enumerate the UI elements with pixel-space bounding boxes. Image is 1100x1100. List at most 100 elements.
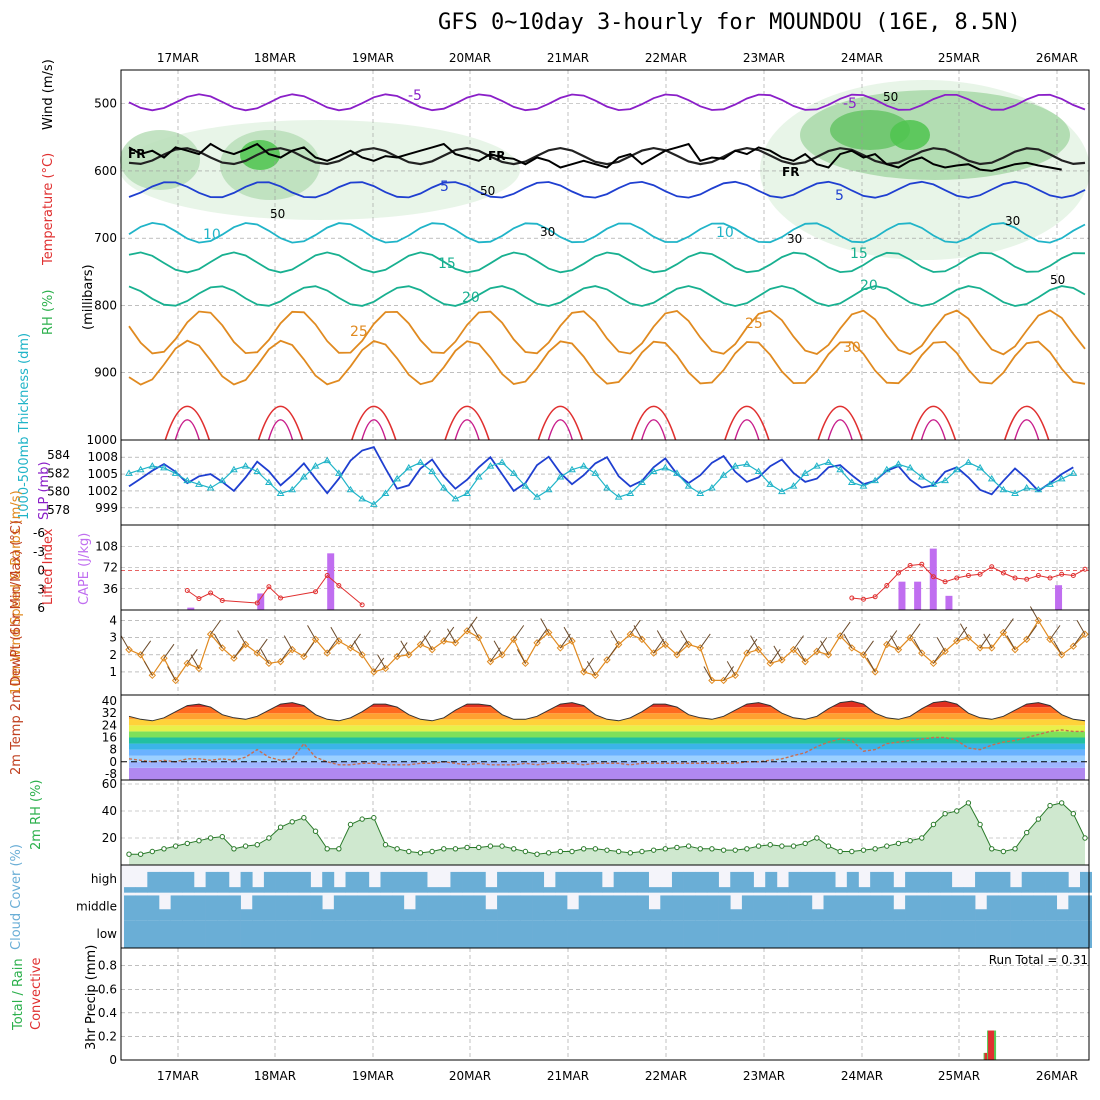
temp-band: [129, 749, 1085, 756]
li-point: [965, 573, 971, 578]
cloud-cell: [835, 887, 848, 893]
cloud-cell: [275, 920, 288, 948]
cloud-cell: [753, 895, 766, 921]
run-total-label: Run Total = 0.31: [989, 953, 1088, 967]
li-tick-label: -3: [33, 545, 45, 559]
wind-speed-point: [1046, 635, 1054, 644]
temp-band: [129, 761, 1085, 768]
wind-speed-point: [160, 654, 168, 662]
cloud-cell: [660, 920, 673, 948]
temp-tick-label: 24: [102, 718, 117, 732]
isotherm-line: [128, 93, 1086, 112]
rh-point: [476, 844, 482, 851]
temp-tick-label: 0: [109, 755, 117, 769]
rh-point: [441, 846, 447, 852]
rh-point: [546, 850, 552, 856]
thickness-point: [404, 463, 413, 471]
thickness-point: [136, 465, 145, 473]
thickness-point: [288, 485, 297, 493]
temp-line: [128, 700, 1086, 722]
li-point: [336, 583, 342, 588]
isotherm-line: [128, 146, 1086, 166]
cloud-cell: [450, 871, 463, 893]
cloud-cell: [438, 920, 451, 948]
isotherm-line: [128, 251, 1086, 274]
wind-barb: [493, 640, 503, 656]
cloud-cell: [310, 887, 323, 893]
rh-point: [954, 808, 960, 814]
rh-contour-label: 50: [270, 207, 285, 221]
cloud-cell: [928, 920, 941, 948]
wind-barb: [470, 623, 480, 638]
thickness-point: [358, 494, 367, 502]
wind-barb: [443, 626, 455, 642]
rh-point: [126, 851, 132, 857]
rh-point: [989, 846, 995, 852]
cloud-cell: [986, 871, 999, 893]
cloud-cell: [741, 871, 754, 893]
freezing-label: FR: [782, 165, 799, 179]
li-tick-label: 6: [37, 601, 45, 615]
rh-point: [452, 846, 459, 852]
rh-point: [312, 828, 319, 834]
wind-speed-point: [743, 649, 751, 657]
thickness-point: [952, 465, 961, 473]
date-label-bottom: 21MAR: [547, 1069, 589, 1083]
isotherm-line: [128, 339, 1086, 386]
wind-tick-label: 4: [109, 614, 117, 628]
cloud-cell: [403, 909, 416, 921]
wind-barb: [653, 638, 665, 654]
wind-speed-point: [440, 637, 448, 645]
cloud-cell: [520, 895, 533, 921]
wind-barb: [350, 633, 361, 649]
cloud-cell: [124, 920, 136, 948]
cloud-cell: [473, 871, 486, 893]
wind-barb: [979, 633, 991, 649]
date-label-bottom: 25MAR: [938, 1069, 980, 1083]
wind-speed-point: [510, 635, 518, 644]
rh-point: [336, 846, 342, 852]
pressure-tick-label: 500: [94, 97, 117, 111]
rh-contour-label: 30: [540, 225, 555, 239]
cloud-cell: [240, 909, 253, 921]
li-line: [187, 574, 363, 606]
thickness-point: [719, 471, 728, 478]
rh-point: [487, 843, 494, 849]
cloud-cell: [660, 895, 673, 921]
thickness-point: [486, 462, 495, 469]
rh-point: [301, 815, 307, 821]
li-point: [930, 574, 936, 580]
rh-point: [872, 846, 878, 852]
cloud-cell: [1045, 920, 1058, 948]
thickness-point: [393, 474, 402, 482]
cloud-cell: [322, 909, 335, 921]
cloud-cell: [392, 871, 405, 893]
thickness-point: [206, 484, 215, 491]
heat-contour: [827, 419, 853, 441]
thickness-point: [673, 469, 681, 476]
thickness-point: [626, 489, 635, 496]
li-point: [1024, 576, 1030, 582]
cloud-cell: [147, 871, 160, 893]
cloud-cell: [811, 871, 824, 893]
cloud-cell: [310, 920, 323, 948]
rh-point: [277, 824, 284, 830]
thickness-point: [311, 462, 320, 469]
cloud-cell: [660, 887, 673, 893]
thickness-point: [265, 478, 273, 485]
wind-speed-point: [136, 651, 145, 659]
cloud-cell: [671, 895, 684, 921]
thickness-point: [661, 463, 670, 471]
cloud-cell: [975, 920, 988, 948]
cloud-cell: [776, 887, 789, 893]
thickness-point: [766, 480, 775, 487]
cloud-cell: [718, 887, 731, 893]
cloud-cell: [1056, 871, 1069, 893]
temp-tick-label: 8: [109, 743, 117, 757]
li-point: [278, 595, 284, 601]
wind-barb: [586, 661, 596, 676]
wind-barb: [303, 642, 315, 657]
thickness-point: [824, 458, 833, 465]
rh-point: [919, 835, 925, 841]
